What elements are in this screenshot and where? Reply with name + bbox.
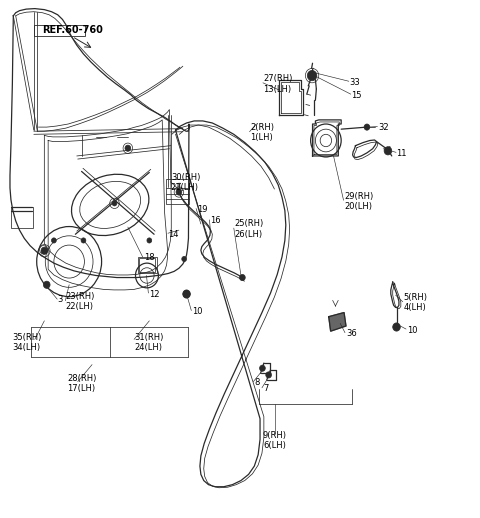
Text: 23(RH)
22(LH): 23(RH) 22(LH) bbox=[66, 292, 95, 311]
Text: 18: 18 bbox=[144, 253, 154, 263]
Polygon shape bbox=[329, 312, 346, 331]
Text: 5(RH)
4(LH): 5(RH) 4(LH) bbox=[404, 293, 428, 312]
Text: 28(RH)
17(LH): 28(RH) 17(LH) bbox=[67, 374, 96, 393]
Text: 8: 8 bbox=[254, 378, 260, 387]
Bar bbox=[139, 258, 155, 272]
Text: 7: 7 bbox=[263, 384, 268, 393]
Circle shape bbox=[43, 281, 50, 289]
Text: 25(RH)
26(LH): 25(RH) 26(LH) bbox=[234, 220, 264, 239]
Text: 9(RH)
6(LH): 9(RH) 6(LH) bbox=[263, 430, 287, 450]
Circle shape bbox=[240, 275, 245, 281]
Circle shape bbox=[112, 201, 117, 206]
Text: 29(RH)
20(LH): 29(RH) 20(LH) bbox=[344, 192, 373, 211]
Circle shape bbox=[182, 256, 187, 262]
Text: 10: 10 bbox=[192, 307, 203, 316]
Text: 10: 10 bbox=[407, 326, 418, 335]
Circle shape bbox=[307, 70, 317, 81]
Bar bbox=[34, 25, 85, 36]
Text: 19: 19 bbox=[197, 205, 207, 214]
Circle shape bbox=[51, 238, 56, 243]
Circle shape bbox=[260, 365, 265, 371]
Circle shape bbox=[183, 291, 190, 298]
Text: REF.60-760: REF.60-760 bbox=[42, 25, 103, 35]
Circle shape bbox=[147, 238, 152, 243]
Text: 32: 32 bbox=[378, 123, 389, 132]
Circle shape bbox=[176, 189, 182, 195]
Text: 27(RH)
13(LH): 27(RH) 13(LH) bbox=[263, 74, 292, 94]
Circle shape bbox=[393, 323, 400, 331]
Circle shape bbox=[125, 145, 131, 151]
Text: 30(RH)
21(LH): 30(RH) 21(LH) bbox=[171, 173, 200, 193]
Circle shape bbox=[364, 124, 370, 130]
Text: 14: 14 bbox=[168, 230, 179, 239]
Text: 35(RH)
34(LH): 35(RH) 34(LH) bbox=[12, 333, 41, 352]
Bar bbox=[166, 179, 189, 204]
Circle shape bbox=[266, 372, 272, 378]
Circle shape bbox=[183, 290, 191, 298]
Circle shape bbox=[81, 238, 86, 243]
Text: 11: 11 bbox=[396, 149, 407, 158]
Text: 12: 12 bbox=[149, 290, 160, 298]
Bar bbox=[11, 208, 33, 228]
Text: 3: 3 bbox=[58, 295, 63, 304]
Circle shape bbox=[384, 147, 392, 155]
Circle shape bbox=[41, 247, 48, 254]
Text: 2(RH)
1(LH): 2(RH) 1(LH) bbox=[251, 123, 275, 142]
Text: 33: 33 bbox=[350, 78, 360, 87]
Bar bbox=[138, 257, 157, 274]
Text: 31(RH)
24(LH): 31(RH) 24(LH) bbox=[134, 333, 163, 352]
Text: 15: 15 bbox=[351, 91, 362, 99]
Text: 16: 16 bbox=[210, 217, 221, 225]
Text: 36: 36 bbox=[346, 329, 357, 338]
